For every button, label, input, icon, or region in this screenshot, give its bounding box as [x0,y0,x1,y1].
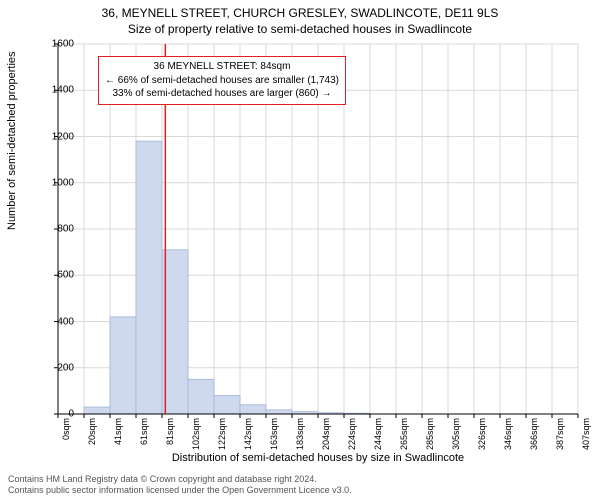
x-tick-label: 387sqm [555,418,565,450]
x-tick-label: 265sqm [399,418,409,450]
chart-title-block: 36, MEYNELL STREET, CHURCH GRESLEY, SWAD… [0,0,600,36]
x-tick-label: 41sqm [113,418,123,445]
y-tick-label: 400 [57,316,74,327]
y-tick-label: 1200 [52,131,74,142]
x-tick-label: 224sqm [347,418,357,450]
callout-line-2: ← 66% of semi-detached houses are smalle… [105,74,339,88]
x-tick-label: 102sqm [191,418,201,450]
x-tick-label: 61sqm [139,418,149,445]
marker-callout: 36 MEYNELL STREET: 84sqm ← 66% of semi-d… [98,56,346,105]
x-tick-label: 122sqm [217,418,227,450]
attribution-footer: Contains HM Land Registry data © Crown c… [8,474,352,497]
y-tick-label: 1400 [52,85,74,96]
footer-line-1: Contains HM Land Registry data © Crown c… [8,474,352,485]
y-tick-label: 600 [57,270,74,281]
y-tick-label: 800 [57,224,74,235]
y-axis-label: Number of semi-detached properties [6,51,18,230]
title-line-2: Size of property relative to semi-detach… [0,22,600,36]
x-axis-label: Distribution of semi-detached houses by … [58,452,578,464]
x-tick-label: 366sqm [529,418,539,450]
y-tick-label: 1600 [52,39,74,50]
x-tick-label: 20sqm [87,418,97,445]
x-tick-label: 81sqm [165,418,175,445]
x-tick-label: 183sqm [295,418,305,450]
footer-line-2: Contains public sector information licen… [8,485,352,496]
x-tick-label: 142sqm [243,418,253,450]
y-tick-label: 1000 [52,177,74,188]
chart-plot-area: 36 MEYNELL STREET: 84sqm ← 66% of semi-d… [58,44,578,414]
callout-line-3: 33% of semi-detached houses are larger (… [105,87,339,101]
title-line-1: 36, MEYNELL STREET, CHURCH GRESLEY, SWAD… [0,6,600,20]
x-tick-label: 346sqm [503,418,513,450]
x-tick-label: 163sqm [269,418,279,450]
callout-line-1: 36 MEYNELL STREET: 84sqm [105,60,339,74]
y-tick-label: 200 [57,362,74,373]
x-tick-label: 244sqm [373,418,383,450]
x-tick-label: 326sqm [477,418,487,450]
x-tick-label: 0sqm [61,418,71,440]
x-tick-label: 285sqm [425,418,435,450]
x-tick-label: 407sqm [581,418,591,450]
x-tick-label: 204sqm [321,418,331,450]
x-tick-label: 305sqm [451,418,461,450]
